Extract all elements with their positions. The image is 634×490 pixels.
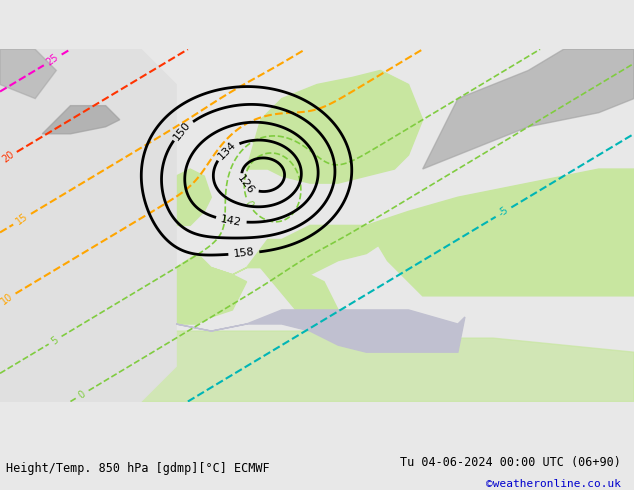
Text: 15: 15 (14, 212, 30, 227)
Text: 5: 5 (49, 334, 61, 346)
Polygon shape (169, 169, 211, 225)
Text: 142: 142 (220, 214, 243, 228)
Text: 25: 25 (45, 52, 61, 68)
Polygon shape (141, 190, 169, 219)
Polygon shape (141, 331, 634, 401)
Polygon shape (261, 268, 338, 324)
Text: 134: 134 (216, 140, 238, 162)
Text: ©weatheronline.co.uk: ©weatheronline.co.uk (486, 479, 621, 489)
Polygon shape (423, 49, 634, 169)
Text: 150: 150 (172, 119, 193, 142)
Text: 126: 126 (236, 173, 256, 196)
Text: 20: 20 (0, 149, 16, 165)
Polygon shape (0, 49, 56, 98)
Text: Tu 04-06-2024 00:00 UTC (06+90): Tu 04-06-2024 00:00 UTC (06+90) (401, 456, 621, 469)
Polygon shape (42, 106, 120, 134)
Text: -5: -5 (496, 205, 510, 219)
Polygon shape (176, 225, 387, 282)
Text: Height/Temp. 850 hPa [gdmp][°C] ECMWF: Height/Temp. 850 hPa [gdmp][°C] ECMWF (6, 462, 270, 475)
Polygon shape (176, 310, 465, 352)
Polygon shape (366, 169, 634, 296)
Polygon shape (0, 49, 176, 401)
Text: 0: 0 (77, 389, 87, 400)
Polygon shape (141, 268, 247, 324)
Text: 10: 10 (0, 291, 15, 307)
Text: 158: 158 (233, 247, 255, 259)
Polygon shape (247, 71, 423, 183)
Text: 0: 0 (243, 198, 254, 208)
